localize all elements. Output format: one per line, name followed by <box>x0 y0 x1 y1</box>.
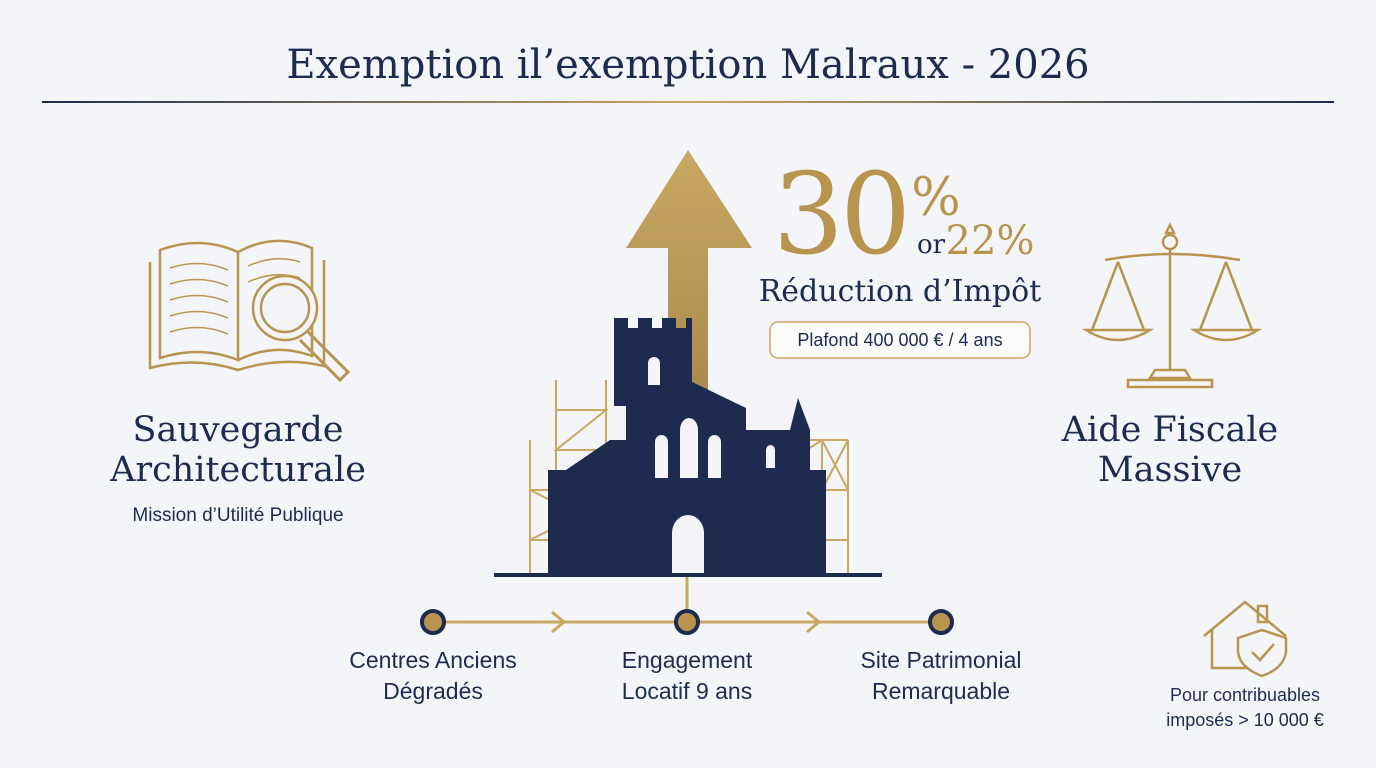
book-icon <box>148 239 351 383</box>
step-label: Remarquable <box>871 678 1011 704</box>
growth-arrow <box>626 150 752 400</box>
ceiling: Plafond 400 000 € / 4 ans <box>797 330 1003 350</box>
scales-icon <box>1081 222 1263 389</box>
alt-rate: 22% <box>945 218 1035 264</box>
step-label: Centres Anciens <box>349 647 517 673</box>
left-subtitle: Mission d’Utilité Publique <box>132 505 344 526</box>
step-label: Engagement <box>621 647 753 673</box>
rate-label: Réduction d’Impôt <box>758 274 1042 309</box>
right-line: Massive <box>1097 450 1243 490</box>
note-line: imposés > 10 000 € <box>1166 710 1324 730</box>
step-label: Dégradés <box>383 678 483 704</box>
timeline <box>420 577 954 635</box>
step-label: Site Patrimonial <box>860 647 1022 673</box>
title-rule <box>42 101 1334 103</box>
rate-unit: % <box>911 168 961 228</box>
rate: 30 <box>772 150 912 280</box>
castle <box>494 318 882 577</box>
house-icon <box>1203 600 1288 678</box>
ceiling-pill <box>769 321 1031 359</box>
title: Exemption il’exemption Malraux - 2026 <box>286 42 1090 88</box>
alt-word: or <box>916 230 946 260</box>
right-line: Aide Fiscale <box>1061 410 1279 450</box>
note-line: Pour contribuables <box>1169 685 1321 705</box>
left-line: Sauvegarde <box>132 410 344 450</box>
left-line: Architecturale <box>110 450 366 490</box>
step-label: Locatif 9 ans <box>621 678 753 704</box>
